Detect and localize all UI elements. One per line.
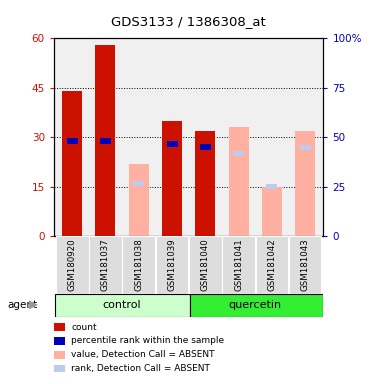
Text: GSM181043: GSM181043: [301, 238, 310, 291]
Bar: [256, 236, 288, 294]
Bar: [89, 236, 122, 294]
Text: value, Detection Call = ABSENT: value, Detection Call = ABSENT: [71, 350, 215, 359]
Bar: [56, 236, 89, 294]
Text: GSM181042: GSM181042: [267, 238, 276, 291]
Text: percentile rank within the sample: percentile rank within the sample: [71, 336, 224, 346]
Bar: [229, 127, 249, 236]
Bar: [222, 236, 255, 294]
Bar: [233, 151, 244, 156]
Bar: [167, 141, 177, 147]
Text: GSM180920: GSM180920: [68, 238, 77, 291]
Bar: [300, 145, 311, 150]
Text: agent: agent: [8, 300, 38, 310]
Text: GDS3133 / 1386308_at: GDS3133 / 1386308_at: [111, 15, 266, 28]
Bar: [189, 236, 222, 294]
Bar: [200, 144, 211, 150]
Text: rank, Detection Call = ABSENT: rank, Detection Call = ABSENT: [71, 364, 210, 373]
Text: GSM181037: GSM181037: [101, 238, 110, 291]
Bar: [289, 236, 321, 294]
Bar: [67, 137, 78, 144]
Bar: [129, 164, 149, 236]
Bar: [295, 131, 315, 236]
Bar: [156, 236, 188, 294]
Bar: [122, 236, 155, 294]
Text: GSM181041: GSM181041: [234, 238, 243, 291]
Bar: [95, 45, 116, 236]
Text: control: control: [103, 300, 141, 310]
Bar: [55, 294, 190, 317]
Text: GSM181040: GSM181040: [201, 238, 210, 291]
Bar: [190, 294, 323, 317]
Bar: [162, 121, 182, 236]
Bar: [266, 184, 277, 189]
Bar: [100, 137, 111, 144]
Text: ▶: ▶: [29, 299, 38, 312]
Text: GSM181038: GSM181038: [134, 238, 143, 291]
Bar: [62, 91, 82, 236]
Text: GSM181039: GSM181039: [167, 238, 176, 291]
Bar: [133, 181, 144, 186]
Bar: [262, 187, 282, 236]
Bar: [195, 131, 215, 236]
Text: quercetin: quercetin: [229, 300, 282, 310]
Text: count: count: [71, 323, 97, 332]
